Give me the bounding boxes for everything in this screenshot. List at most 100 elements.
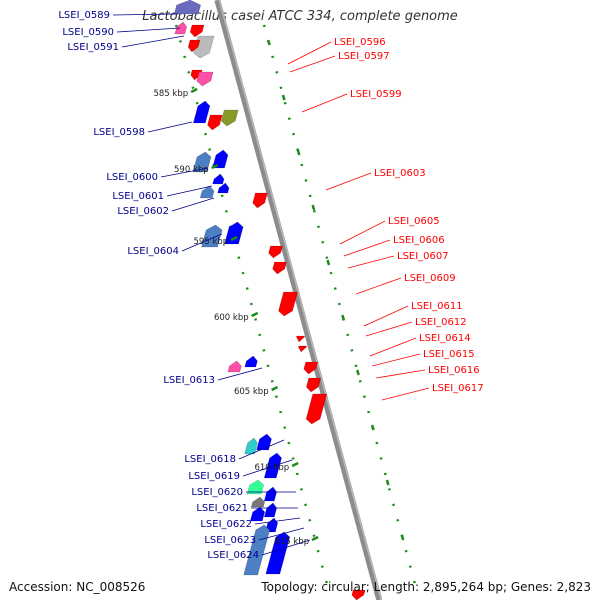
gene-reverse: [220, 109, 239, 127]
gene-label-leader: [325, 172, 372, 191]
gene-forward: [263, 452, 282, 479]
outer-ring-dash: [296, 149, 301, 156]
gene-label-leader: [355, 277, 402, 295]
gene-label-leader: [258, 527, 305, 541]
gene-label-leader: [343, 239, 391, 257]
gene-label-reverse: LSEI_0597: [338, 51, 390, 62]
kbp-tick-label: 615 kbp: [274, 537, 309, 547]
backbone-highlight: [218, 0, 383, 600]
gene-reverse: [252, 192, 268, 209]
kbp-tick-mark: [251, 311, 259, 318]
gene-label-leader: [339, 220, 386, 245]
gene-label-forward: LSEI_0621: [196, 503, 248, 514]
tick-rings: [174, 24, 420, 596]
gene-label-leader: [301, 93, 348, 113]
gene-forward: [201, 224, 223, 248]
genome-summary-text: Topology: circular; Length: 2,895,264 bp…: [261, 580, 591, 594]
outer-ring-dash: [370, 424, 375, 431]
gene-label-forward: LSEI_0598: [93, 127, 145, 138]
gene-label-forward: LSEI_0601: [112, 191, 164, 202]
gene-label-reverse: LSEI_0615: [423, 349, 475, 360]
gene-forward: [174, 21, 188, 35]
kbp-tick-label: 610 kbp: [254, 463, 289, 473]
gene-forward: [192, 100, 211, 124]
gene-reverse: [268, 245, 283, 259]
gene-label-reverse: LSEI_0611: [411, 301, 463, 312]
gene-forward: [263, 486, 277, 502]
outer-ring-dash: [326, 259, 331, 266]
gene-forward: [246, 479, 264, 495]
gene-label-leader: [181, 233, 223, 252]
gene-label-reverse: LSEI_0605: [388, 216, 440, 227]
gene-label-leader: [242, 459, 293, 477]
gene-forward: [212, 173, 225, 185]
kbp-tick-label: 600 kbp: [214, 313, 249, 323]
kbp-ticks: 585 kbp 590 kbp 595 kbp 600 kbp 605 kbp 610 k…: [153, 87, 319, 547]
gene-label-leader: [171, 197, 215, 212]
gene-reverse: [351, 589, 366, 600]
gene-label-forward: LSEI_0600: [106, 172, 158, 183]
gene-label-forward: LSEI_0591: [67, 42, 119, 53]
gene-label-forward: LSEI_0622: [200, 519, 252, 530]
gene-label-reverse: LSEI_0603: [374, 168, 426, 179]
gene-forward: [256, 433, 272, 451]
gene-label-reverse: LSEI_0614: [419, 333, 471, 344]
gene-forward: [244, 355, 258, 368]
gene-label-leader: [254, 517, 301, 525]
gene-label-reverse: LSEI_0607: [397, 251, 449, 262]
gene-label-leader: [287, 41, 332, 65]
kbp-tick-mark: [211, 163, 219, 170]
gene-labels: LSEI_0589 LSEI_0590 LSEI_0591 LSEI_0598 LSEI…: [58, 10, 483, 561]
gene-label-leader: [363, 305, 409, 327]
gene-label-reverse: LSEI_0612: [415, 317, 467, 328]
gene-label-reverse: LSEI_0616: [428, 365, 480, 376]
gene-label-leader: [121, 35, 185, 48]
gene-label-leader: [112, 13, 179, 16]
gene-reverse: [306, 377, 322, 393]
kbp-tick-mark: [291, 461, 299, 468]
gene-label-leader: [365, 321, 413, 337]
gene-forward: [173, 0, 202, 15]
gene-label-forward: LSEI_0619: [188, 471, 240, 482]
gene-forward: [192, 151, 212, 173]
outer-ring-dash: [281, 94, 286, 101]
gene-reverse: [305, 393, 328, 425]
gene-forward: [244, 437, 258, 455]
gene-reverse: [278, 291, 298, 317]
gene-label-leader: [217, 367, 263, 381]
kbp-tick-label: 605 kbp: [234, 387, 269, 397]
gene-label-forward: LSEI_0602: [117, 206, 169, 217]
gene-label-forward: LSEI_0590: [62, 27, 114, 38]
outer-ring-dash: [266, 39, 271, 46]
gene-label-leader: [375, 369, 426, 379]
gene-label-leader: [166, 185, 213, 197]
gene-forward: [217, 182, 230, 194]
gene-reverse: [187, 39, 201, 53]
gene-forward: [265, 531, 291, 575]
gene-label-forward: LSEI_0589: [58, 10, 110, 21]
gene-label-leader: [116, 27, 181, 33]
gene-reverse: [207, 114, 223, 131]
gene-features: [173, 0, 366, 600]
gene-forward: [249, 506, 266, 522]
accession-text: Accession: NC_008526: [9, 580, 146, 594]
gene-reverse: [298, 345, 308, 353]
gene-forward: [250, 496, 266, 508]
gene-reverse: [196, 71, 214, 87]
gene-label-leader: [238, 439, 285, 460]
gene-label-forward: LSEI_0613: [163, 375, 215, 386]
kbp-tick-label: 585 kbp: [153, 89, 188, 99]
gene-label-reverse: LSEI_0609: [404, 273, 456, 284]
gene-label-forward: LSEI_0618: [184, 454, 236, 465]
gene-label-forward: LSEI_0620: [191, 487, 243, 498]
gene-label-forward: LSEI_0623: [204, 535, 256, 546]
gene-reverse: [303, 361, 319, 375]
outer-ring-dash: [311, 204, 316, 211]
gene-label-leader: [289, 55, 336, 73]
gene-label-leader: [160, 167, 209, 178]
gene-label-reverse: LSEI_0617: [432, 383, 484, 394]
gene-reverse: [189, 24, 205, 38]
gene-label-forward: LSEI_0604: [127, 246, 179, 257]
gene-forward: [227, 360, 242, 373]
gene-forward: [263, 502, 278, 518]
